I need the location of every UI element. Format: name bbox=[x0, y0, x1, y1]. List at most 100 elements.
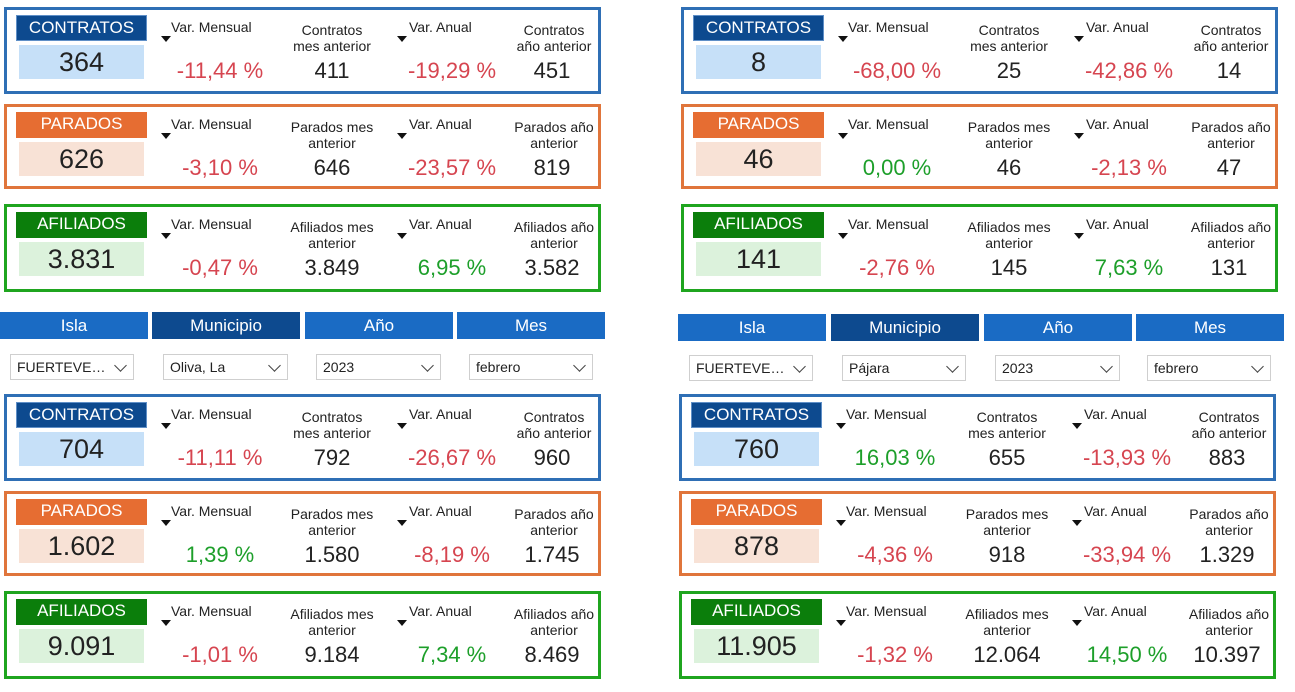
sort-down-icon[interactable] bbox=[1072, 423, 1082, 429]
anio-anterior-label-line: anterior bbox=[1205, 522, 1253, 538]
municipio-dropdown[interactable]: Oliva, La bbox=[163, 354, 288, 380]
sort-down-icon[interactable] bbox=[1072, 620, 1082, 626]
sort-down-icon[interactable] bbox=[397, 620, 407, 626]
anio-anterior-value: 819 bbox=[533, 155, 571, 180]
sort-down-icon[interactable] bbox=[836, 620, 846, 626]
sort-down-icon[interactable] bbox=[1074, 36, 1084, 42]
chevron-down-icon[interactable] bbox=[1100, 360, 1113, 373]
afiliados-card: AFILIADOS 11.905 Var. Mensual -1,32 % Afilia… bbox=[679, 591, 1276, 679]
tab-municipio[interactable]: Municipio bbox=[152, 312, 300, 339]
parados-value: 878 bbox=[694, 529, 819, 563]
sort-down-icon[interactable] bbox=[161, 520, 171, 526]
var-anual-value: -19,29 % bbox=[407, 58, 497, 83]
contratos-title: CONTRATOS bbox=[693, 15, 824, 41]
afiliados-value: 3.831 bbox=[19, 242, 144, 276]
anio-anterior-label-line: Contratos bbox=[1198, 409, 1260, 425]
mes-anterior-label-line: Contratos bbox=[301, 409, 363, 425]
sort-down-icon[interactable] bbox=[161, 423, 171, 429]
mes-selected-value: febrero bbox=[476, 359, 521, 375]
var-mensual-label: Var. Mensual bbox=[171, 19, 252, 35]
sort-down-icon[interactable] bbox=[1074, 233, 1084, 239]
sort-down-icon[interactable] bbox=[161, 36, 171, 42]
anio-anterior-value: 10.397 bbox=[1193, 642, 1261, 667]
var-mensual-value: -0,47 % bbox=[182, 255, 258, 280]
chevron-down-icon[interactable] bbox=[114, 359, 127, 372]
mes-anterior-label: Contratos mes anterior bbox=[959, 22, 1059, 54]
tab-municipio[interactable]: Municipio bbox=[831, 314, 979, 341]
mes-anterior-label-line: anterior bbox=[985, 235, 1033, 251]
sort-down-icon[interactable] bbox=[161, 233, 171, 239]
isla-selected-value: FUERTEVENTURA bbox=[17, 359, 107, 375]
anio-anterior-label-line: Contratos bbox=[523, 22, 585, 38]
sort-down-icon[interactable] bbox=[397, 233, 407, 239]
parados-card: PARADOS 626 Var. Mensual -3,10 % Parados mes… bbox=[4, 104, 601, 189]
sort-down-icon[interactable] bbox=[838, 233, 848, 239]
afiliados-value: 11.905 bbox=[694, 629, 819, 663]
sort-down-icon[interactable] bbox=[161, 133, 171, 139]
sort-down-icon[interactable] bbox=[397, 520, 407, 526]
afiliados-value: 9.091 bbox=[19, 629, 144, 663]
anio-anterior-label: Contratos año anterior bbox=[504, 22, 604, 54]
var-anual-value: -42,86 % bbox=[1084, 58, 1174, 83]
tab-anio[interactable]: Año bbox=[305, 312, 453, 339]
mes-anterior-label: Afiliados mes anterior bbox=[282, 219, 382, 251]
chevron-down-icon[interactable] bbox=[268, 359, 281, 372]
isla-dropdown[interactable]: FUERTEVENTURA bbox=[10, 354, 134, 380]
anio-anterior-value: 1.329 bbox=[1199, 542, 1255, 567]
sort-down-icon[interactable] bbox=[397, 133, 407, 139]
mes-anterior-label-line: Parados mes bbox=[965, 506, 1049, 522]
parados-title: PARADOS bbox=[16, 499, 147, 525]
sort-down-icon[interactable] bbox=[836, 520, 846, 526]
anio-selected-value: 2023 bbox=[323, 359, 355, 375]
sort-down-icon[interactable] bbox=[161, 620, 171, 626]
mes-dropdown[interactable]: febrero bbox=[469, 354, 593, 380]
sort-down-icon[interactable] bbox=[397, 423, 407, 429]
var-mensual-value: -2,76 % bbox=[859, 255, 935, 280]
tab-anio[interactable]: Año bbox=[984, 314, 1132, 341]
var-anual-value: -26,67 % bbox=[407, 445, 497, 470]
afiliados-card: AFILIADOS 9.091 Var. Mensual -1,01 % Afiliad… bbox=[4, 591, 601, 679]
var-anual-label: Var. Anual bbox=[409, 406, 472, 422]
parados-value: 626 bbox=[19, 142, 144, 176]
isla-selected-value: FUERTEVENTURA bbox=[696, 360, 786, 376]
isla-dropdown[interactable]: FUERTEVENTURA bbox=[689, 355, 813, 381]
sort-down-icon[interactable] bbox=[836, 423, 846, 429]
tab-mes[interactable]: Mes bbox=[1136, 314, 1284, 341]
var-mensual-label: Var. Mensual bbox=[848, 19, 929, 35]
sort-down-icon[interactable] bbox=[838, 36, 848, 42]
anio-anterior-value: 3.582 bbox=[524, 255, 580, 280]
mes-anterior-label: Contratos mes anterior bbox=[282, 409, 382, 441]
var-mensual-label: Var. Mensual bbox=[848, 116, 929, 132]
contratos-card: CONTRATOS 364 Var. Mensual -11,44 % Contrato… bbox=[4, 7, 601, 94]
mes-anterior-label-line: anterior bbox=[985, 135, 1033, 151]
parados-card: PARADOS 878 Var. Mensual -4,36 % Parados mes… bbox=[679, 491, 1276, 576]
var-anual-value: -2,13 % bbox=[1091, 155, 1167, 180]
sort-down-icon[interactable] bbox=[397, 36, 407, 42]
mes-anterior-label-line: Afiliados mes bbox=[965, 606, 1049, 622]
var-mensual-value: -11,44 % bbox=[176, 58, 264, 83]
sort-down-icon[interactable] bbox=[838, 133, 848, 139]
var-mensual-label: Var. Mensual bbox=[171, 406, 252, 422]
anio-anterior-label: Contratos año anterior bbox=[504, 409, 604, 441]
tab-mes[interactable]: Mes bbox=[457, 312, 605, 339]
chevron-down-icon[interactable] bbox=[1251, 360, 1264, 373]
anio-anterior-label: Afiliados año anterior bbox=[504, 606, 604, 638]
mes-anterior-value: 918 bbox=[988, 542, 1026, 567]
anio-dropdown[interactable]: 2023 bbox=[995, 355, 1120, 381]
contratos-value: 704 bbox=[19, 432, 144, 466]
chevron-down-icon[interactable] bbox=[573, 359, 586, 372]
municipio-dropdown[interactable]: Pájara bbox=[842, 355, 966, 381]
tab-isla[interactable]: Isla bbox=[0, 312, 148, 339]
mes-dropdown[interactable]: febrero bbox=[1147, 355, 1271, 381]
anio-anterior-value: 960 bbox=[533, 445, 571, 470]
chevron-down-icon[interactable] bbox=[793, 360, 806, 373]
sort-down-icon[interactable] bbox=[1074, 133, 1084, 139]
tab-isla[interactable]: Isla bbox=[678, 314, 826, 341]
sort-down-icon[interactable] bbox=[1072, 520, 1082, 526]
chevron-down-icon[interactable] bbox=[421, 359, 434, 372]
mes-anterior-label-line: Afiliados mes bbox=[290, 219, 374, 235]
chevron-down-icon[interactable] bbox=[946, 360, 959, 373]
anio-dropdown[interactable]: 2023 bbox=[316, 354, 441, 380]
var-anual-value: 14,50 % bbox=[1086, 642, 1168, 667]
contratos-card: CONTRATOS 8 Var. Mensual -68,00 % Contratos m… bbox=[681, 7, 1278, 94]
